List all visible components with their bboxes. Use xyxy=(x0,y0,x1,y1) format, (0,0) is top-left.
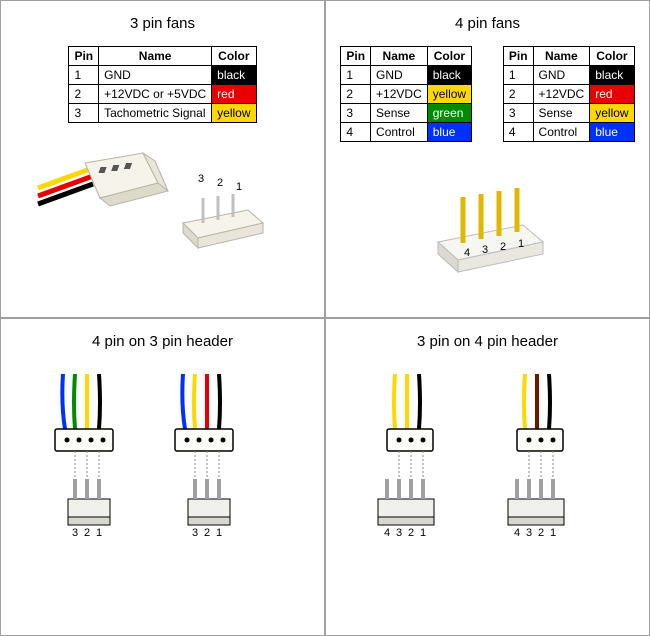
illustration-3on4: 4 3 2 1 xyxy=(334,364,641,574)
table-4pin-a: Pin Name Color 1GNDblack 2+12VDCyellow 3… xyxy=(340,46,472,142)
table-row: 4Controlblue xyxy=(503,123,634,142)
panel-grid: 3 pin fans Pin Name Color 1 GND black 2 … xyxy=(0,0,650,636)
col-pin: Pin xyxy=(69,47,99,66)
table-row: 2+12VDCyellow xyxy=(341,85,472,104)
illustration-4on3: 3 2 1 xyxy=(9,364,316,574)
color-swatch: yellow xyxy=(212,104,256,123)
svg-text:4: 4 xyxy=(514,527,520,539)
illustration-4pin-header: 1 2 3 4 xyxy=(334,162,641,292)
color-swatch: black xyxy=(212,66,256,85)
pin-label: 2 xyxy=(217,177,223,189)
panel-3on4: 3 pin on 4 pin header xyxy=(325,318,650,636)
table-row: 1 GND black xyxy=(69,66,256,85)
col-name: Name xyxy=(99,47,212,66)
pin-label: 3 xyxy=(198,173,204,185)
svg-text:1: 1 xyxy=(550,527,556,539)
panel-title: 4 pin fans xyxy=(334,15,641,32)
pin-label: 1 xyxy=(236,181,242,193)
table-row: 4Controlblue xyxy=(341,123,472,142)
panel-4on3: 4 pin on 3 pin header xyxy=(0,318,325,636)
svg-text:1: 1 xyxy=(518,238,524,250)
table-row: 2 +12VDC or +5VDC red xyxy=(69,85,256,104)
table-row: 3 Tachometric Signal yellow xyxy=(69,104,256,123)
svg-text:2: 2 xyxy=(538,527,544,539)
svg-text:3: 3 xyxy=(482,244,488,256)
panel-title: 3 pin on 4 pin header xyxy=(334,333,641,350)
svg-text:2: 2 xyxy=(84,527,90,539)
svg-text:4: 4 xyxy=(384,527,390,539)
svg-text:2: 2 xyxy=(500,241,506,253)
svg-text:3: 3 xyxy=(526,527,532,539)
color-swatch: red xyxy=(212,85,256,104)
svg-text:2: 2 xyxy=(204,527,210,539)
table-row: 2+12VDCred xyxy=(503,85,634,104)
table-4pin-b: Pin Name Color 1GNDblack 2+12VDCred 3Sen… xyxy=(503,46,635,142)
table-row: 3Senseyellow xyxy=(503,104,634,123)
panel-3pin-fans: 3 pin fans Pin Name Color 1 GND black 2 … xyxy=(0,0,325,318)
svg-text:2: 2 xyxy=(408,527,414,539)
svg-text:1: 1 xyxy=(96,527,102,539)
illustration-3pin-connector: 1 2 3 xyxy=(9,133,316,263)
table-row: 1GNDblack xyxy=(341,66,472,85)
table-row: 1GNDblack xyxy=(503,66,634,85)
panel-title: 4 pin on 3 pin header xyxy=(9,333,316,350)
svg-text:3: 3 xyxy=(396,527,402,539)
svg-text:1: 1 xyxy=(216,527,222,539)
col-color: Color xyxy=(212,47,256,66)
svg-text:3: 3 xyxy=(72,527,78,539)
panel-4pin-fans: 4 pin fans Pin Name Color 1GNDblack 2+12… xyxy=(325,0,650,318)
svg-text:1: 1 xyxy=(420,527,426,539)
svg-text:4: 4 xyxy=(464,247,470,259)
panel-title: 3 pin fans xyxy=(9,15,316,32)
svg-text:3: 3 xyxy=(192,527,198,539)
table-row: 3Sensegreen xyxy=(341,104,472,123)
table-3pin: Pin Name Color 1 GND black 2 +12VDC or +… xyxy=(68,46,256,123)
